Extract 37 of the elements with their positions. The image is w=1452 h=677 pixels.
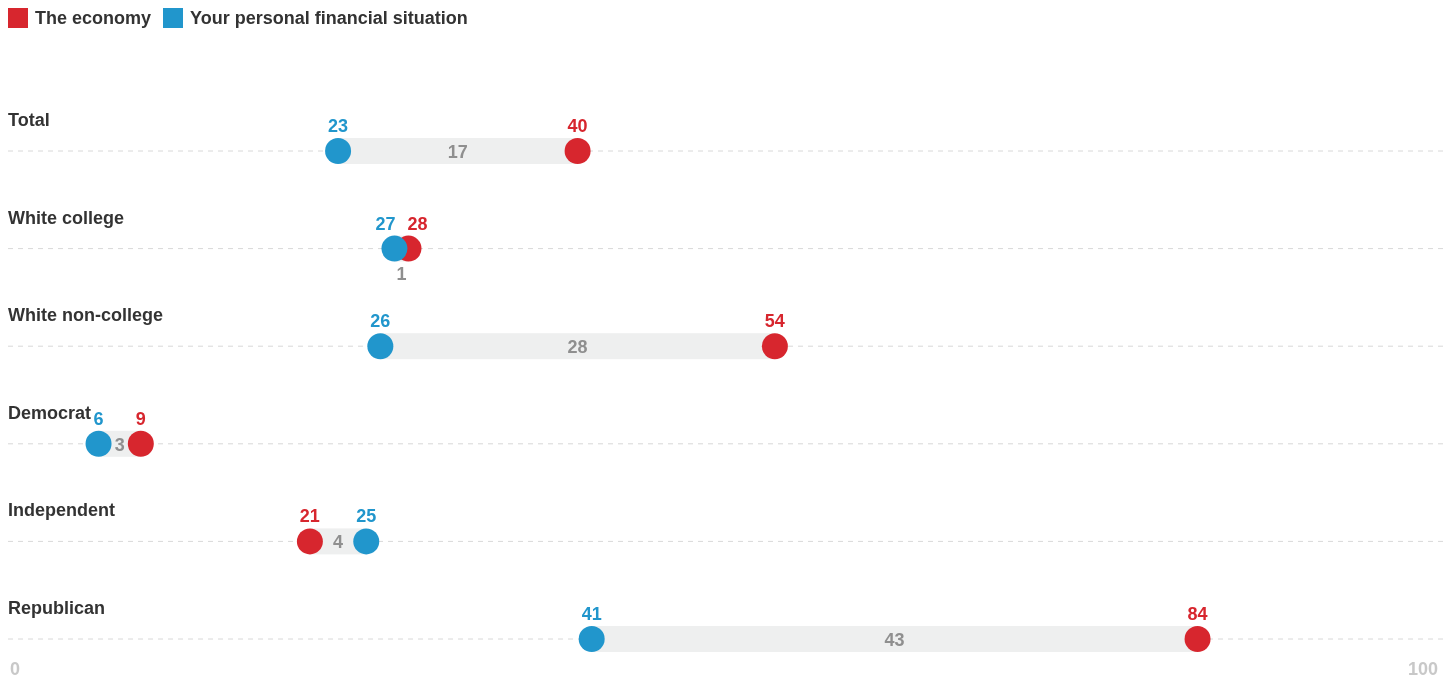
point (564, 138, 591, 164)
data-label: 40 (567, 116, 588, 136)
point (381, 235, 408, 262)
data-label: 27 (375, 213, 396, 234)
data-label: 4 (333, 532, 344, 553)
legend-label: The economy (35, 8, 152, 28)
y-tick-label: Independent (8, 500, 115, 521)
data-label: 21 (299, 506, 320, 527)
point (353, 528, 380, 555)
data-label: 23 (328, 116, 349, 136)
y-tick-label: White college (8, 207, 125, 228)
point (367, 333, 394, 360)
legend-label: Your personal financial situation (190, 8, 468, 28)
data-label: 25 (356, 506, 377, 527)
data-label: 17 (447, 142, 468, 162)
y-tick-label: White non-college (8, 305, 163, 326)
point (325, 138, 352, 164)
data-label: 28 (407, 213, 428, 234)
y-tick-label: Total (8, 110, 50, 130)
y-tick-label: Democrat (8, 402, 92, 423)
y-tick-label: Republican (8, 598, 106, 618)
point (296, 528, 323, 555)
data-label: 43 (884, 630, 905, 650)
point (578, 626, 605, 652)
point (85, 430, 112, 457)
data-label: 28 (567, 337, 588, 358)
point (1184, 626, 1211, 652)
data-label: 1 (396, 263, 407, 284)
data-label: 3 (114, 434, 125, 455)
data-label: 26 (370, 311, 391, 332)
data-label: 84 (1187, 604, 1208, 624)
data-label: 9 (135, 408, 146, 429)
data-label: 54 (764, 311, 785, 332)
data-label: 41 (581, 604, 602, 624)
point (761, 333, 788, 360)
point (127, 430, 154, 457)
data-label: 6 (93, 408, 104, 429)
